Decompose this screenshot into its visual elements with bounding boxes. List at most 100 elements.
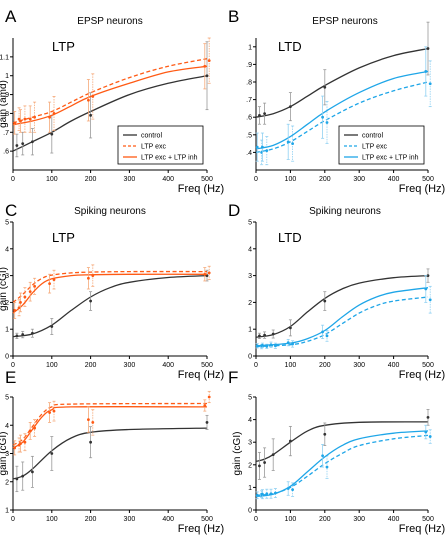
data-point [263, 112, 266, 116]
data-point [203, 64, 207, 68]
data-point [321, 115, 324, 119]
y-tick-label: 3 [5, 273, 9, 280]
error-bar [273, 488, 277, 498]
x-tick-label: 400 [388, 516, 400, 523]
x-tick-label: 300 [124, 362, 136, 369]
x-tick-label: 100 [285, 176, 297, 183]
data-point [255, 145, 259, 149]
y-tick-label: 2 [248, 462, 252, 469]
data-point [289, 105, 292, 109]
legend-label: control [141, 133, 162, 140]
data-point [23, 117, 27, 121]
x-tick-label: 500 [201, 362, 213, 369]
x-tick-label: 0 [11, 362, 15, 369]
series-ltp-exc-ltp-inh [255, 424, 429, 500]
data-point [286, 487, 290, 490]
series-ltp-exc-ltp-inh [255, 275, 429, 349]
x-tick-label: 0 [11, 176, 15, 183]
data-point [91, 421, 95, 424]
data-point [28, 290, 32, 294]
x-tick-label: 300 [124, 516, 136, 523]
y-tick-label: 3 [248, 440, 252, 447]
y-tick-label: 1 [5, 327, 9, 334]
x-tick-label: 0 [254, 362, 258, 369]
error-bar [207, 265, 211, 281]
series-ltp-exc-ltp-inh [255, 46, 429, 162]
y-tick-label: 5 [248, 220, 252, 227]
error-bar [52, 96, 56, 131]
data-point [263, 461, 266, 464]
data-point [19, 442, 22, 446]
panel-letter: C [5, 201, 17, 220]
data-point [87, 418, 90, 421]
y-axis-label: gain (cGI) [0, 432, 9, 476]
x-axis-label: Freq (Hz) [178, 183, 224, 195]
series-ltp-exc-ltp-inh [12, 267, 208, 319]
data-point [13, 121, 17, 125]
x-tick-label: 100 [46, 516, 58, 523]
data-point [271, 453, 275, 457]
y-tick-label: .8 [3, 111, 9, 118]
data-point [19, 301, 22, 304]
data-point [261, 492, 264, 496]
data-point [265, 492, 269, 496]
data-point [48, 411, 51, 414]
series-curve [12, 274, 208, 338]
x-tick-label: 500 [201, 176, 213, 183]
series-ltp-exc [12, 264, 211, 317]
y-tick-label: 1 [5, 73, 9, 80]
data-point [87, 98, 90, 102]
series-curve [12, 406, 208, 449]
data-point [28, 117, 32, 121]
panel-letter: A [5, 7, 17, 26]
series-curve [255, 430, 429, 498]
x-tick-label: 200 [319, 176, 331, 183]
data-point [52, 409, 56, 413]
series-ltp-exc-ltp-inh [12, 399, 208, 456]
y-tick-label: .4 [246, 150, 252, 157]
data-point [50, 452, 54, 455]
x-tick-label: 100 [285, 516, 297, 523]
y-tick-label: .6 [3, 149, 9, 156]
y-tick-label: .7 [246, 97, 252, 104]
data-point [286, 341, 290, 344]
panel-d: D Spiking neurons LTD 0 100 200 300 400 500 0 1 2 3 4… [228, 201, 445, 381]
data-point [291, 142, 294, 146]
data-point [265, 149, 269, 153]
x-tick-label: 200 [85, 516, 97, 523]
series-ltp-exc [12, 37, 211, 133]
data-point [89, 299, 92, 303]
legend-box [338, 125, 425, 165]
data-point [323, 299, 327, 303]
panel-e: E 0 100 200 300 400 500 1 2 3 4 5 Freq (Hz) gain (cGI… [0, 368, 224, 535]
legend-label: LTP exc [141, 144, 167, 151]
data-point [13, 309, 17, 312]
legend-box [117, 125, 204, 165]
series-curve [255, 296, 429, 348]
data-point [207, 395, 211, 399]
data-point [207, 59, 211, 63]
series-ltp-exc [255, 60, 432, 166]
x-tick-label: 300 [124, 176, 136, 183]
panel-title: EPSP neurons [312, 16, 377, 27]
series-ltp-exc-ltp-inh [12, 43, 208, 135]
data-point [258, 464, 261, 468]
data-point [323, 432, 327, 436]
y-tick-label: 4 [5, 423, 9, 430]
data-point [23, 295, 27, 299]
data-point [28, 429, 32, 433]
error-bar [291, 482, 295, 497]
data-point [286, 140, 290, 144]
series-control [255, 409, 430, 480]
data-point [33, 115, 36, 119]
x-tick-label: 200 [319, 362, 331, 369]
x-tick-label: 500 [201, 516, 213, 523]
x-tick-label: 400 [162, 516, 174, 523]
panel-letter: F [228, 368, 238, 387]
data-point [289, 326, 292, 330]
series-curve [255, 287, 429, 347]
data-point [31, 140, 34, 144]
data-point [15, 144, 19, 147]
legend-label: LTP exc + LTP inh [362, 155, 419, 162]
